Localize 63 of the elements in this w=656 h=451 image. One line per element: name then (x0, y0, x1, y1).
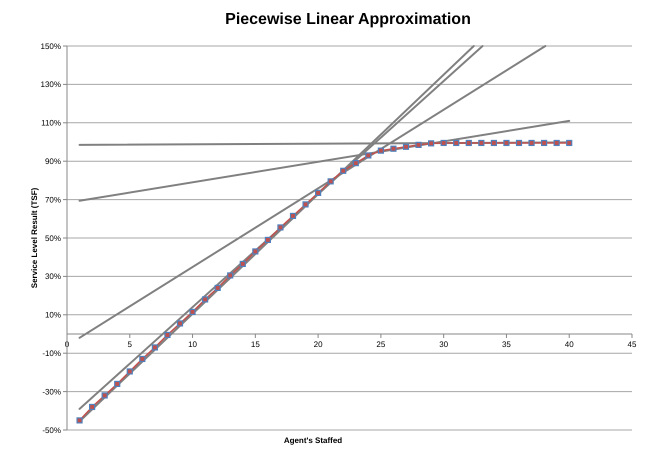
point (227, 272, 234, 279)
point (152, 344, 158, 351)
point (189, 308, 196, 316)
y-tick-label: 70% (44, 195, 61, 204)
point (176, 320, 184, 327)
y-tick-label: 90% (44, 157, 61, 166)
point (378, 148, 384, 154)
point (290, 212, 296, 220)
point (528, 140, 535, 146)
point (328, 178, 334, 184)
point (566, 140, 572, 146)
point (277, 224, 284, 231)
point (114, 380, 120, 388)
point (89, 404, 96, 410)
point (240, 260, 246, 268)
y-tick-label: 150% (40, 42, 61, 51)
point (102, 392, 108, 399)
point (164, 332, 171, 338)
x-tick-label: 30 (439, 340, 449, 349)
y-tick-label: 130% (40, 80, 61, 90)
point (264, 236, 271, 244)
point (302, 201, 309, 208)
point (252, 248, 258, 255)
x-tick-label: 40 (564, 340, 574, 349)
x-tick-label: 10 (188, 340, 198, 349)
point (126, 368, 133, 375)
y-tick-label: 110% (41, 118, 61, 128)
point (503, 140, 510, 146)
point (453, 140, 460, 146)
point (76, 417, 83, 424)
x-axis-title: Agent's Staffed (284, 436, 342, 445)
point (402, 144, 410, 150)
x-tick-label: 15 (250, 340, 260, 349)
point (466, 140, 472, 146)
chart-title: Piecewise Linear Approximation (225, 11, 471, 28)
y-tick-label: 30% (44, 272, 61, 282)
y-tick-label: 50% (44, 234, 61, 243)
y-tick-label: -10% (42, 349, 61, 358)
point (478, 140, 484, 146)
point (315, 190, 322, 196)
point (352, 160, 359, 166)
x-tick-label: 45 (628, 340, 637, 349)
point (554, 140, 560, 146)
y-tick-label: 10% (44, 310, 61, 320)
point (440, 140, 447, 146)
point (214, 284, 221, 292)
point (139, 356, 146, 362)
x-tick-label: 35 (502, 340, 512, 349)
y-axis-title: Service Level Result (TSF) (30, 187, 39, 288)
point (340, 168, 346, 174)
point (390, 146, 397, 152)
x-tick-label: 20 (314, 340, 324, 349)
point (541, 140, 548, 146)
x-tick-label: 5 (128, 340, 133, 349)
x-tick-label: 25 (376, 340, 386, 349)
point (516, 140, 522, 146)
point (428, 140, 434, 146)
y-tick-label: -30% (42, 387, 61, 396)
point (415, 142, 422, 148)
y-tick-label: -50% (42, 426, 61, 435)
point (365, 152, 372, 159)
point (202, 296, 208, 303)
point (490, 140, 497, 146)
